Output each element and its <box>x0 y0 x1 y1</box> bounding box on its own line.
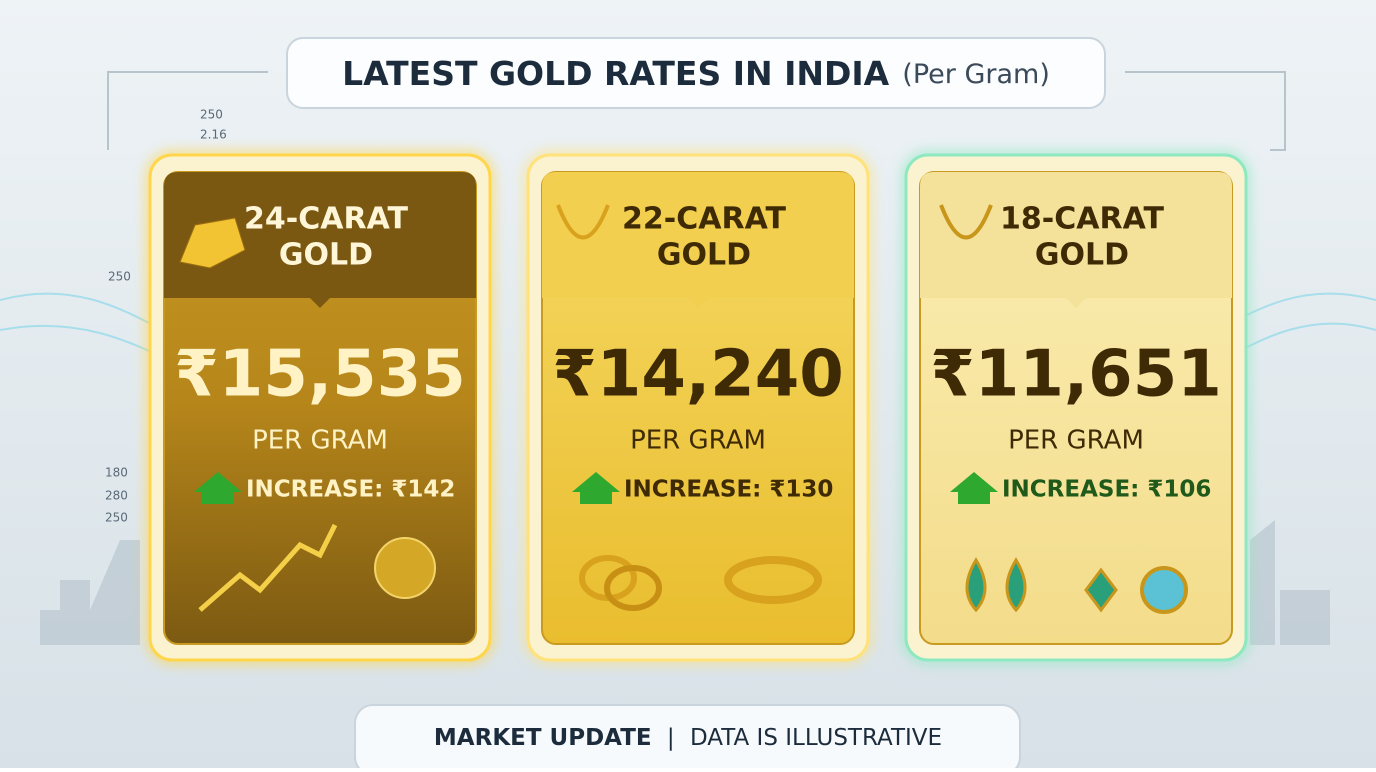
pie-icon <box>374 537 436 599</box>
ring-icon <box>604 565 662 611</box>
up-arrow <box>194 472 242 504</box>
increase: INCREASE: ₹130 <box>624 477 833 503</box>
card-title: 22-CARAT <box>622 202 786 237</box>
necklace-icon <box>556 204 610 240</box>
gold-bar-icon <box>179 217 246 269</box>
footer-left: MARKET UPDATE <box>434 725 652 751</box>
earring-icon <box>1005 557 1027 613</box>
connector-lines <box>107 71 1286 151</box>
up-arrow <box>950 472 998 504</box>
side-number: 2.16 <box>200 128 227 142</box>
side-number: 250 <box>200 108 223 122</box>
price: ₹11,651 <box>930 338 1222 412</box>
earring-icon <box>965 557 987 613</box>
side-number: 180 <box>105 466 128 480</box>
card-title: GOLD <box>657 238 751 273</box>
title-pill <box>286 37 1106 109</box>
price: ₹15,535 <box>174 338 466 412</box>
increase: INCREASE: ₹142 <box>246 477 455 503</box>
increase: INCREASE: ₹106 <box>1002 477 1211 503</box>
card-title: GOLD <box>279 238 373 273</box>
footer-right: DATA IS ILLUSTRATIVE <box>690 725 942 751</box>
side-number: 250 <box>108 270 131 284</box>
card-title: 18-CARAT <box>1000 202 1164 237</box>
card-header <box>542 172 854 308</box>
title-sub: (Per Gram) <box>902 59 1050 90</box>
footer: MARKET UPDATE | DATA IS ILLUSTRATIVE <box>434 725 942 751</box>
card-header <box>920 172 1232 308</box>
card-title: 24-CARAT <box>244 202 408 237</box>
trend-icon <box>198 523 338 612</box>
pendant-icon <box>1084 567 1118 613</box>
pendant-icon <box>1140 566 1188 614</box>
side-number: 250 <box>105 511 128 525</box>
side-number: 280 <box>105 489 128 503</box>
title: LATEST GOLD RATES IN INDIA (Per Gram) <box>342 54 1050 93</box>
price-unit: PER GRAM <box>630 426 766 456</box>
footer-separator: | <box>667 725 675 751</box>
title-main: LATEST GOLD RATES IN INDIA <box>342 54 890 93</box>
band-icon <box>724 556 822 604</box>
card-title: GOLD <box>1035 238 1129 273</box>
card-header <box>164 172 476 308</box>
price-unit: PER GRAM <box>252 426 388 456</box>
price: ₹14,240 <box>552 338 844 412</box>
side-numbers: 250 2.16 250 180 280 250 <box>105 108 227 525</box>
footer-pill <box>354 704 1021 772</box>
necklace-icon <box>939 204 993 240</box>
up-arrow <box>572 472 620 504</box>
price-unit: PER GRAM <box>1008 426 1144 456</box>
